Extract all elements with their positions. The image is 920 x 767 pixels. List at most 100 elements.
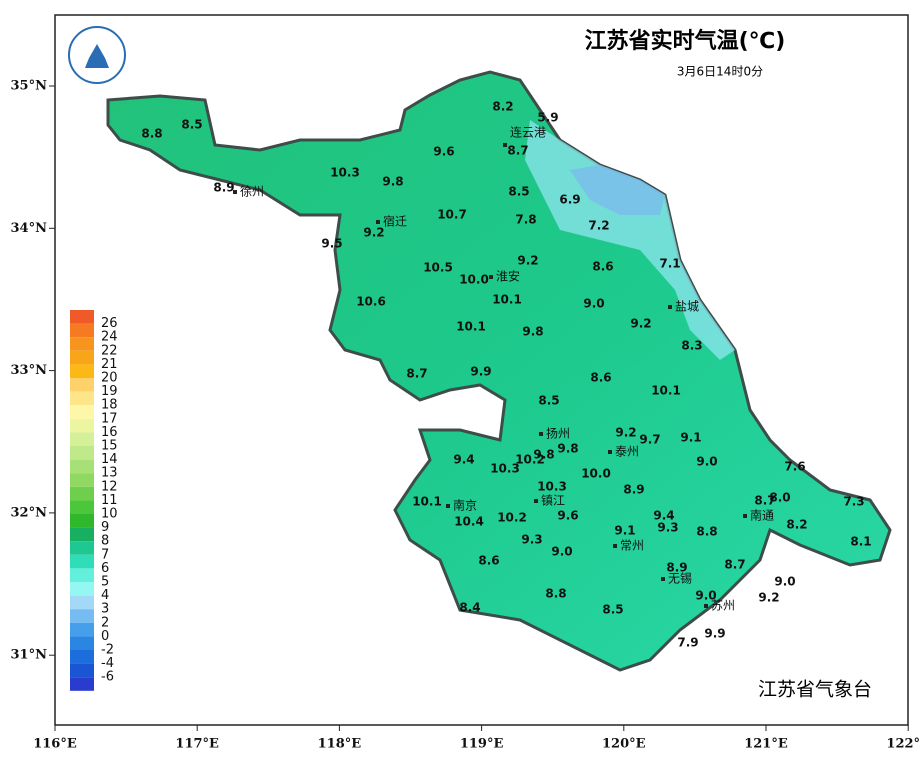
legend-label: 11 bbox=[101, 493, 118, 508]
city-name: 南京 bbox=[453, 498, 477, 513]
legend-label: 22 bbox=[101, 343, 118, 358]
lon-tick-label: 122°E bbox=[886, 737, 920, 752]
station-value: 9.2 bbox=[363, 226, 384, 240]
station-value: 9.2 bbox=[630, 317, 651, 331]
legend-swatch bbox=[70, 432, 94, 446]
station-value: 10.1 bbox=[412, 495, 442, 509]
station-value: 9.1 bbox=[614, 524, 635, 538]
city-dot bbox=[608, 450, 612, 454]
station-value: 9.0 bbox=[551, 545, 572, 559]
legend-swatch bbox=[70, 350, 94, 365]
station-value: 10.3 bbox=[330, 166, 360, 180]
city-name: 盐城 bbox=[675, 300, 699, 314]
legend-label: 16 bbox=[101, 425, 118, 440]
province-shape bbox=[106, 70, 892, 672]
station-value: 8.9 bbox=[213, 181, 234, 195]
station-value: 10.2 bbox=[497, 511, 527, 525]
city-name: 淮安 bbox=[496, 269, 520, 284]
station-value: 10.1 bbox=[456, 320, 486, 334]
lat-tick-label: 31°N bbox=[11, 648, 48, 663]
legend-swatch bbox=[70, 364, 94, 378]
station-value: 8.7 bbox=[724, 558, 745, 572]
station-value: 8.7 bbox=[406, 367, 427, 381]
station-value: 8.6 bbox=[590, 371, 611, 385]
station-value: 7.3 bbox=[843, 495, 864, 509]
city-dot bbox=[233, 190, 237, 194]
station-value: 9.9 bbox=[470, 365, 491, 379]
legend-label: 26 bbox=[101, 316, 118, 331]
city-dot bbox=[503, 143, 507, 147]
lat-tick-label: 35°N bbox=[11, 79, 48, 94]
lon-tick-label: 120°E bbox=[602, 737, 646, 752]
station-value: 9.9 bbox=[704, 627, 725, 641]
legend-label: -4 bbox=[101, 656, 114, 671]
station-value: 8.9 bbox=[623, 483, 644, 497]
city-dot bbox=[668, 305, 672, 309]
station-value: 8.2 bbox=[786, 518, 807, 532]
city-name: 镇江 bbox=[541, 494, 565, 508]
station-value: 8.8 bbox=[141, 127, 162, 141]
station-value: 9.3 bbox=[521, 533, 542, 547]
legend-swatch bbox=[70, 405, 94, 419]
city-name: 常州 bbox=[620, 539, 644, 553]
lon-tick-label: 117°E bbox=[175, 737, 219, 752]
station-value: 6.9 bbox=[559, 193, 580, 207]
city-dot bbox=[743, 514, 747, 518]
legend-swatch bbox=[70, 514, 94, 528]
legend-label: 3 bbox=[101, 602, 109, 617]
legend-label: 0 bbox=[101, 629, 109, 644]
station-value: 9.7 bbox=[639, 433, 660, 447]
legend-swatch bbox=[70, 337, 94, 351]
legend-label: 8 bbox=[101, 534, 109, 549]
legend-swatch bbox=[70, 391, 94, 406]
city-dot bbox=[489, 275, 493, 279]
lat-tick-label: 33°N bbox=[11, 363, 48, 378]
station-value: 8.5 bbox=[538, 394, 559, 408]
station-value: 7.2 bbox=[588, 219, 609, 233]
legend-swatch bbox=[70, 582, 94, 596]
legend-label: 2 bbox=[101, 615, 109, 630]
legend-swatch bbox=[70, 486, 94, 501]
legend-swatch bbox=[70, 677, 94, 691]
legend-swatch bbox=[70, 554, 94, 569]
station-value: 9.6 bbox=[433, 145, 454, 159]
subtitle: 3月6日14时0分 bbox=[677, 65, 763, 79]
station-value: 8.8 bbox=[696, 525, 717, 539]
city-name: 无锡 bbox=[668, 571, 692, 586]
station-value: 10.1 bbox=[651, 384, 681, 398]
legend-label: 15 bbox=[101, 439, 118, 454]
legend-swatch bbox=[70, 500, 94, 514]
station-value: 9.0 bbox=[696, 455, 717, 469]
title: 江苏省实时气温(℃) bbox=[585, 28, 786, 54]
lon-tick-label: 118°E bbox=[318, 737, 362, 752]
legend-swatch bbox=[70, 650, 94, 664]
station-value: 8.2 bbox=[492, 100, 513, 114]
legend-swatch bbox=[70, 473, 94, 487]
station-value: 9.0 bbox=[774, 575, 795, 589]
legend-swatch bbox=[70, 663, 94, 678]
lat-tick-label: 34°N bbox=[11, 221, 48, 236]
station-value: 9.5 bbox=[321, 237, 342, 251]
city-dot bbox=[534, 499, 538, 503]
legend-swatch bbox=[70, 446, 94, 460]
station-value: 8.7 bbox=[507, 144, 528, 158]
station-value: 8.4 bbox=[459, 601, 480, 615]
city-name: 宿迁 bbox=[383, 214, 407, 229]
legend-label: 18 bbox=[101, 398, 118, 413]
city-dot bbox=[376, 220, 380, 224]
legend-label: 5 bbox=[101, 575, 109, 590]
station-value: 9.2 bbox=[517, 254, 538, 268]
legend-swatch bbox=[70, 541, 94, 555]
city-name: 泰州 bbox=[615, 445, 639, 459]
station-value: 10.3 bbox=[537, 480, 567, 494]
legend-label: -6 bbox=[101, 670, 114, 685]
station-value: 8.8 bbox=[545, 587, 566, 601]
legend-label: 20 bbox=[101, 371, 118, 386]
station-value: 9.2 bbox=[615, 426, 636, 440]
station-value: 8.9 bbox=[666, 561, 687, 575]
legend-label: 19 bbox=[101, 384, 118, 399]
logo-icon bbox=[85, 44, 109, 68]
legend-label: 10 bbox=[101, 507, 118, 522]
legend-label: 12 bbox=[101, 479, 118, 494]
